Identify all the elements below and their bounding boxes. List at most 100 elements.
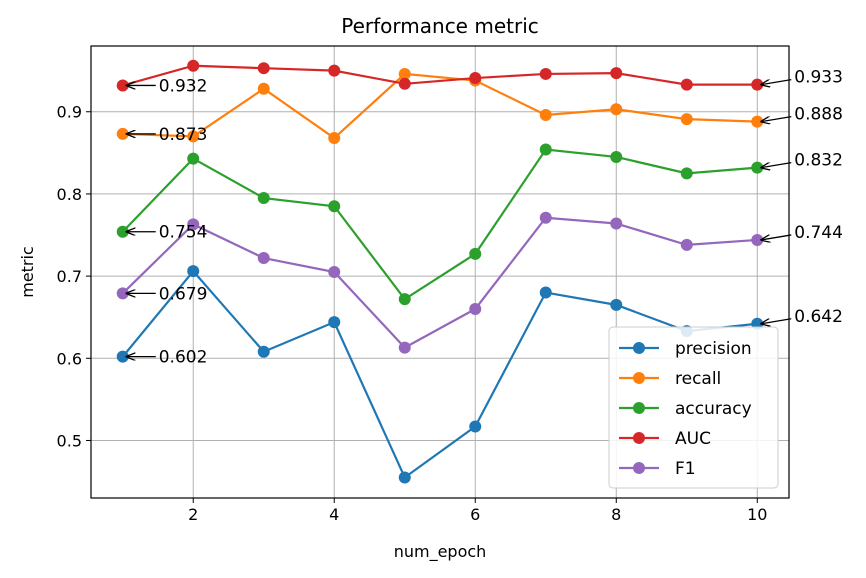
data-point [539,67,552,80]
data-point [116,225,129,238]
x-tick-label: 8 [611,505,621,524]
series-accuracy [116,143,764,306]
data-point [257,82,270,95]
legend-label: recall [675,369,721,389]
plot-frame [90,45,790,499]
data-point [398,293,411,306]
annotation-label: 0.602 [159,348,208,368]
y-tick-label: 0.5 [57,431,82,450]
series-recall [116,67,764,145]
annotation-label: 0.754 [159,223,208,243]
legend-box [608,326,779,489]
annotation-label: 0.933 [794,68,843,88]
series-line [122,72,758,140]
ticks: 2 4 6 8 10 0.5 0.6 0.7 0.8 0.9 [57,103,768,524]
legend-label: accuracy [675,399,752,419]
x-tick-label: 4 [329,505,339,524]
x-tick-label: 10 [747,505,767,524]
data-point [116,79,129,92]
data-point [328,200,341,213]
x-tick-label: 6 [470,505,480,524]
data-point [539,143,552,156]
annotation-arrow [761,78,792,85]
series-auc [116,59,764,92]
series-line [122,64,758,87]
annotation-label: 0.832 [794,151,843,171]
data-point [398,77,411,90]
data-point [328,64,341,77]
legend-item: accuracy [619,399,752,419]
data-point [257,252,270,265]
data-point [116,350,129,363]
series-line [121,269,758,480]
annotation-arrow [761,318,792,324]
data-point [469,420,482,433]
grid [91,46,789,498]
legend-item: recall [619,369,721,389]
legend-label: precision [675,339,752,359]
data-point [610,67,623,80]
chart-title: Performance metric [341,14,539,38]
y-axis-title: metric [18,246,37,298]
series-group [116,59,764,484]
annotation-arrow [761,234,792,240]
data-point [469,302,482,315]
data-point [116,127,129,140]
data-point [469,247,482,260]
legend-item: F1 [619,459,696,479]
data-point [610,217,623,230]
data-point [187,59,200,72]
data-point [539,286,552,299]
legend: precision recall accuracy AUC F1 [608,326,779,489]
data-point [187,152,200,165]
data-point [680,167,693,180]
data-point [398,67,411,80]
y-tick-label: 0.7 [57,267,82,286]
data-point [328,316,341,329]
data-point [257,62,270,75]
data-point [257,345,270,358]
data-point [610,298,623,311]
data-point [257,192,270,205]
legend-item: AUC [619,429,711,449]
annotation-label: 0.888 [794,105,843,125]
data-point [328,266,341,278]
data-point [680,78,693,91]
legend-marker [633,432,645,444]
data-point [680,238,693,251]
legend-marker [633,402,645,414]
data-point [187,218,200,231]
legend-marker [633,462,645,474]
data-point [539,109,552,122]
data-point [116,287,129,300]
data-point [398,341,411,354]
data-point [187,130,200,143]
y-tick-label: 0.6 [57,349,82,368]
data-point [610,150,623,163]
legend-item: precision [619,339,752,359]
annotation-label: 0.744 [794,223,843,243]
annotation-label: 0.642 [794,307,843,327]
y-tick-label: 0.9 [57,103,82,122]
annotation-label: 0.679 [159,284,208,304]
data-point [398,471,411,484]
annotation-label: 0.873 [159,125,208,145]
data-point [328,132,341,145]
x-axis-title: num_epoch [394,542,487,562]
data-point [610,103,623,116]
y-tick-label: 0.8 [57,185,82,204]
legend-marker [633,342,645,354]
data-point [187,265,200,278]
annotation-arrow [761,115,792,122]
series-line [121,216,758,349]
annotation-arrow [761,161,792,168]
legend-label: AUC [675,429,711,449]
data-point [469,72,482,85]
legend-label: F1 [675,459,696,479]
series-line [121,148,758,301]
legend-marker [633,372,645,384]
x-tick-label: 2 [188,505,198,524]
data-point [680,113,693,126]
data-point [539,211,552,224]
